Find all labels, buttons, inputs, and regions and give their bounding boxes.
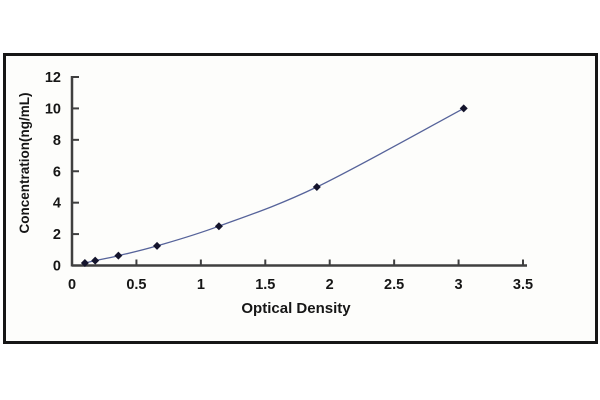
data-point-marker	[153, 241, 162, 250]
x-tick-label: 3.5	[513, 277, 533, 293]
chart-frame	[3, 53, 598, 344]
x-tick-label: 2.5	[384, 277, 404, 293]
data-point-marker	[459, 104, 468, 113]
y-tick-label: 6	[53, 164, 61, 180]
data-point-marker	[114, 251, 123, 260]
y-tick-label: 12	[45, 70, 61, 86]
data-point-marker	[214, 222, 223, 231]
y-tick-label: 10	[45, 101, 61, 117]
y-axis-title: Concentration(ng/mL)	[17, 93, 32, 234]
x-tick-label: 0	[68, 277, 76, 293]
data-point-marker	[91, 256, 100, 265]
x-tick-label: 0.5	[126, 277, 146, 293]
y-tick-label: 4	[53, 196, 61, 212]
x-tick-label: 1	[197, 277, 205, 293]
x-tick-label: 3	[455, 277, 463, 293]
y-tick-label: 0	[53, 259, 61, 275]
x-tick-label: 2	[326, 277, 334, 293]
y-tick-label: 8	[53, 133, 61, 149]
x-tick-label: 1.5	[255, 277, 275, 293]
data-point-marker	[80, 259, 89, 268]
y-tick-label: 2	[53, 227, 61, 243]
data-point-marker	[312, 182, 321, 191]
plot-layer: 0 0.5 1 1.5 2 2.5 3 3.5 0 2 4 6 8 10 12	[45, 70, 533, 293]
x-axis-title: Optical Density	[241, 300, 351, 317]
